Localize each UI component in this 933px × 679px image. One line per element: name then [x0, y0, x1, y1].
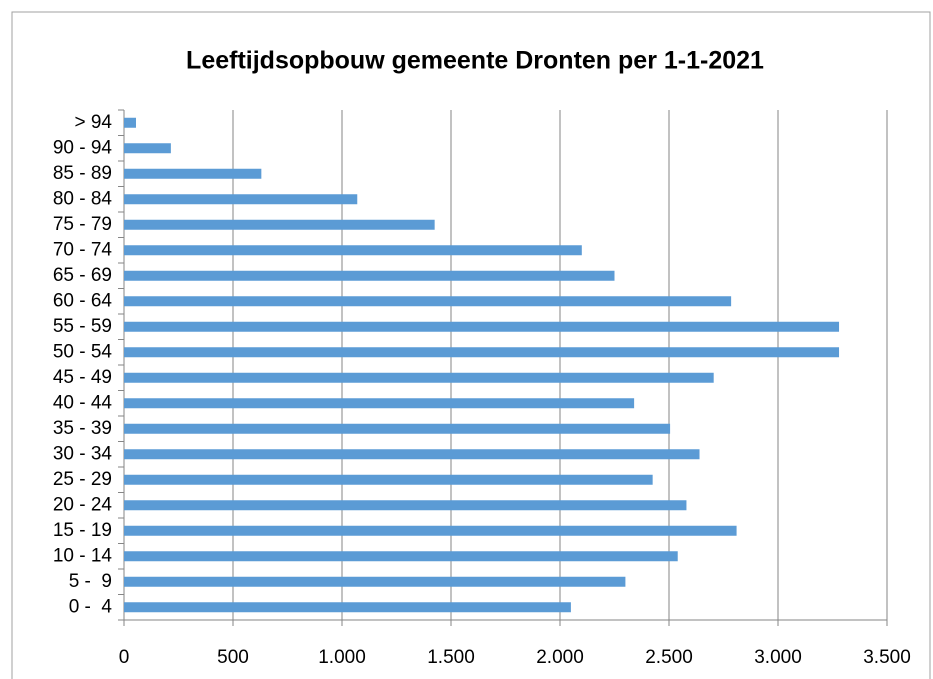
y-tick-label: 90 - 94 — [53, 137, 113, 158]
bar — [124, 525, 737, 536]
bar — [124, 423, 671, 434]
chart-title: Leeftijdsopbouw gemeente Dronten per 1-1… — [186, 47, 764, 75]
y-tick-label: 70 - 74 — [53, 239, 113, 260]
y-tick-label: 40 - 44 — [53, 392, 113, 413]
bar — [124, 117, 136, 128]
bar — [124, 602, 571, 613]
y-tick-label: 20 - 24 — [53, 494, 113, 515]
y-tick-label: 5 - 9 — [69, 571, 112, 592]
y-tick-label: 60 - 64 — [53, 290, 113, 311]
y-tick-label: 45 - 49 — [53, 367, 112, 388]
x-tick-label: 3.500 — [863, 647, 911, 668]
y-tick-label: 0 - 4 — [69, 596, 113, 617]
x-tick-label: 0 — [119, 647, 130, 668]
bar — [124, 321, 840, 332]
y-tick-label: 50 - 54 — [53, 341, 113, 362]
y-tick-label: 10 - 14 — [53, 545, 113, 566]
y-tick-label: 75 - 79 — [53, 214, 112, 235]
x-tick-label: 1.000 — [318, 647, 366, 668]
bar — [124, 449, 700, 460]
bar — [124, 500, 687, 511]
x-tick-label: 3.000 — [754, 647, 802, 668]
y-tick-label: 35 - 39 — [53, 418, 112, 439]
bar — [124, 270, 615, 281]
bar — [124, 245, 582, 256]
x-tick-label: 500 — [217, 647, 249, 668]
x-tick-label: 2.000 — [536, 647, 584, 668]
y-tick-label: 15 - 19 — [53, 520, 112, 541]
y-tick-label: 80 - 84 — [53, 188, 113, 209]
bar — [124, 474, 653, 485]
bar — [124, 551, 678, 562]
chart-border — [11, 11, 931, 679]
bar — [124, 219, 435, 230]
bar — [124, 168, 262, 179]
x-tick-label: 2.500 — [645, 647, 693, 668]
y-tick-label: 85 - 89 — [53, 163, 112, 184]
y-tick-label: > 94 — [74, 112, 112, 133]
bar — [124, 194, 358, 205]
bar — [124, 143, 171, 154]
bar — [124, 576, 626, 587]
bar — [124, 347, 840, 358]
y-tick-label: 25 - 29 — [53, 469, 112, 490]
y-tick-label: 65 - 69 — [53, 265, 112, 286]
bar — [124, 398, 635, 409]
bar — [124, 296, 732, 307]
y-tick-label: 30 - 34 — [53, 443, 113, 464]
y-tick-label: 55 - 59 — [53, 316, 112, 337]
bar — [124, 372, 714, 383]
x-tick-label: 1.500 — [427, 647, 475, 668]
